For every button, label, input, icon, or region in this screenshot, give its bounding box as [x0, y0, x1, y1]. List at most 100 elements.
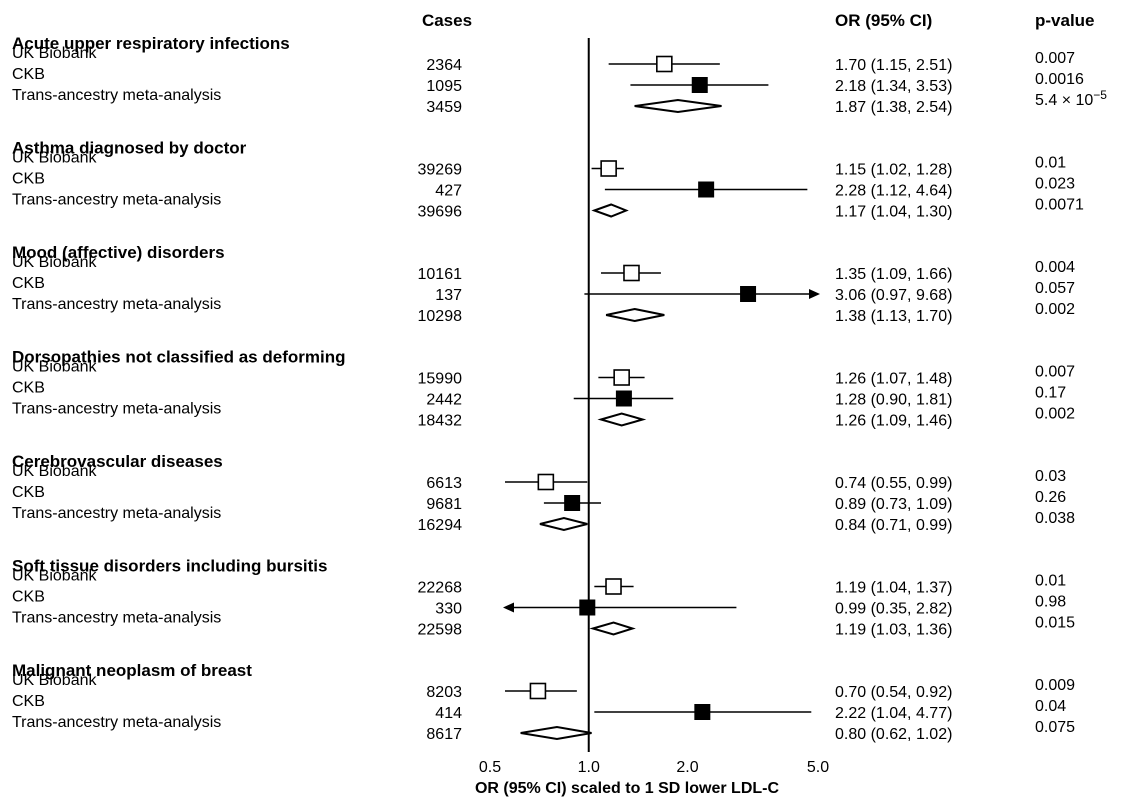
row-label: CKB [12, 484, 45, 501]
table-row: UK Biobank 6613 0.74 (0.55, 0.99) 0.03 [12, 463, 1066, 492]
cases-value: 2442 [426, 392, 462, 409]
table-row: Trans-ancestry meta-analysis 18432 1.26 (1… [12, 401, 1075, 430]
or-ci-text: 0.74 (0.55, 0.99) [835, 475, 952, 492]
table-row: CKB 414 2.22 (1.04, 4.77) 0.04 [12, 693, 1066, 722]
row-label: UK Biobank [12, 254, 97, 271]
or-ci-text: 2.18 (1.34, 3.53) [835, 78, 952, 95]
p-value: 0.0016 [1035, 71, 1084, 88]
p-value: 0.01 [1035, 155, 1066, 172]
cases-value: 1095 [426, 78, 462, 95]
cases-value: 10161 [418, 266, 463, 283]
row-label: Trans-ancestry meta-analysis [12, 296, 221, 313]
row-label: UK Biobank [12, 672, 97, 689]
cases-value: 6613 [426, 475, 462, 492]
row-label: CKB [12, 589, 45, 606]
ukb-marker [623, 264, 640, 282]
or-ci-text: 1.87 (1.38, 2.54) [835, 99, 952, 116]
cases-value: 18432 [418, 413, 463, 430]
or-ci-text: 1.70 (1.15, 2.51) [835, 57, 952, 74]
ukb-marker [537, 473, 555, 491]
group-title: Soft tissue disorders including bursitis [12, 557, 328, 576]
cases-value: 22268 [418, 580, 463, 597]
or-ci-text: 1.19 (1.04, 1.37) [835, 580, 952, 597]
p-value: 0.04 [1035, 698, 1066, 715]
p-value: 0.038 [1035, 510, 1075, 527]
or-ci-text: 1.17 (1.04, 1.30) [835, 204, 952, 221]
row-label: UK Biobank [12, 568, 97, 585]
x-tick-label: 0.5 [479, 759, 501, 776]
p-value: 0.03 [1035, 468, 1066, 485]
table-row: UK Biobank 15990 1.26 (1.07, 1.48) 0.007 [12, 359, 1075, 388]
cases-value: 3459 [426, 99, 462, 116]
table-row: Trans-ancestry meta-analysis 10298 1.38 (1… [12, 296, 1075, 325]
table-row: Trans-ancestry meta-analysis 22598 1.19 (1… [12, 610, 1075, 639]
row-label: CKB [12, 275, 45, 292]
ukb-marker [529, 682, 547, 700]
row-label: Trans-ancestry meta-analysis [12, 714, 221, 731]
ckb-marker [694, 704, 711, 720]
or-ci-text: 1.15 (1.02, 1.28) [835, 162, 952, 179]
table-row: Trans-ancestry meta-analysis 8617 0.80 (0.… [12, 714, 1075, 743]
row-label: CKB [12, 171, 45, 188]
ckb-marker [564, 495, 581, 511]
p-value: 5.4 × 10−5 [1035, 88, 1107, 109]
table-row: Trans-ancestry meta-analysis 3459 1.87 (1.… [12, 87, 1107, 116]
or-ci-text: 1.38 (1.13, 1.70) [835, 308, 952, 325]
row-label: CKB [12, 380, 45, 397]
cases-value: 427 [435, 183, 462, 200]
cases-value: 39696 [418, 204, 463, 221]
table-row: UK Biobank 39269 1.15 (1.02, 1.28) 0.01 [12, 150, 1066, 179]
table-row: CKB 427 2.28 (1.12, 4.64) 0.023 [12, 171, 1075, 200]
group-title: Mood (affective) disorders [12, 243, 225, 262]
ckb-marker [698, 181, 715, 198]
or-ci-text: 0.70 (0.54, 0.92) [835, 684, 952, 701]
or-ci-text: 0.89 (0.73, 1.09) [835, 496, 952, 513]
table-row: UK Biobank 10161 1.35 (1.09, 1.66) 0.004 [12, 254, 1075, 283]
row-label: UK Biobank [12, 45, 97, 62]
cases-value: 330 [435, 601, 462, 618]
row-label: Trans-ancestry meta-analysis [12, 505, 221, 522]
or-ci-header: OR (95% CI) [835, 11, 932, 30]
row-label: UK Biobank [12, 150, 97, 167]
outcome-group: Dorsopathies not classified as deforming… [12, 348, 1075, 430]
ckb-marker [691, 77, 708, 93]
or-ci-text: 2.22 (1.04, 4.77) [835, 705, 952, 722]
meta-diamond [520, 725, 592, 741]
ukb-marker [613, 369, 630, 386]
cases-value: 414 [435, 705, 462, 722]
p-value: 0.075 [1035, 719, 1075, 736]
x-axis-label: OR (95% CI) scaled to 1 SD lower LDL-C [475, 780, 780, 797]
row-label: UK Biobank [12, 359, 97, 376]
meta-diamond [597, 412, 647, 427]
or-ci-text: 2.28 (1.12, 4.64) [835, 183, 952, 200]
p-value: 0.015 [1035, 615, 1075, 632]
row-label: Trans-ancestry meta-analysis [12, 610, 221, 627]
ci-arrow-left-icon [503, 602, 514, 613]
table-row: CKB 9681 0.89 (0.73, 1.09) 0.26 [12, 484, 1066, 513]
cases-value: 10298 [418, 308, 463, 325]
p-value: 0.98 [1035, 594, 1066, 611]
or-ci-text: 0.84 (0.71, 0.99) [835, 517, 952, 534]
cases-value: 16294 [418, 517, 463, 534]
p-value: 0.17 [1035, 385, 1066, 402]
p-value: 0.002 [1035, 406, 1075, 423]
p-value: 0.0071 [1035, 197, 1084, 214]
table-row: Trans-ancestry meta-analysis 39696 1.17 (1… [12, 192, 1084, 221]
cases-value: 15990 [418, 371, 463, 388]
x-tick-label: 5.0 [807, 759, 829, 776]
p-value: 0.26 [1035, 489, 1066, 506]
outcome-group: Soft tissue disorders including bursitis… [12, 557, 1075, 639]
or-ci-text: 1.26 (1.09, 1.46) [835, 413, 952, 430]
p-value: 0.007 [1035, 50, 1075, 67]
cases-value: 2364 [426, 57, 462, 74]
table-row: Trans-ancestry meta-analysis 16294 0.84 (0… [12, 505, 1075, 534]
x-tick-label: 1.0 [578, 759, 600, 776]
ukb-marker [600, 160, 617, 177]
row-label: Trans-ancestry meta-analysis [12, 192, 221, 209]
x-axis: 0.5 1.0 2.0 5.0 [479, 38, 829, 776]
